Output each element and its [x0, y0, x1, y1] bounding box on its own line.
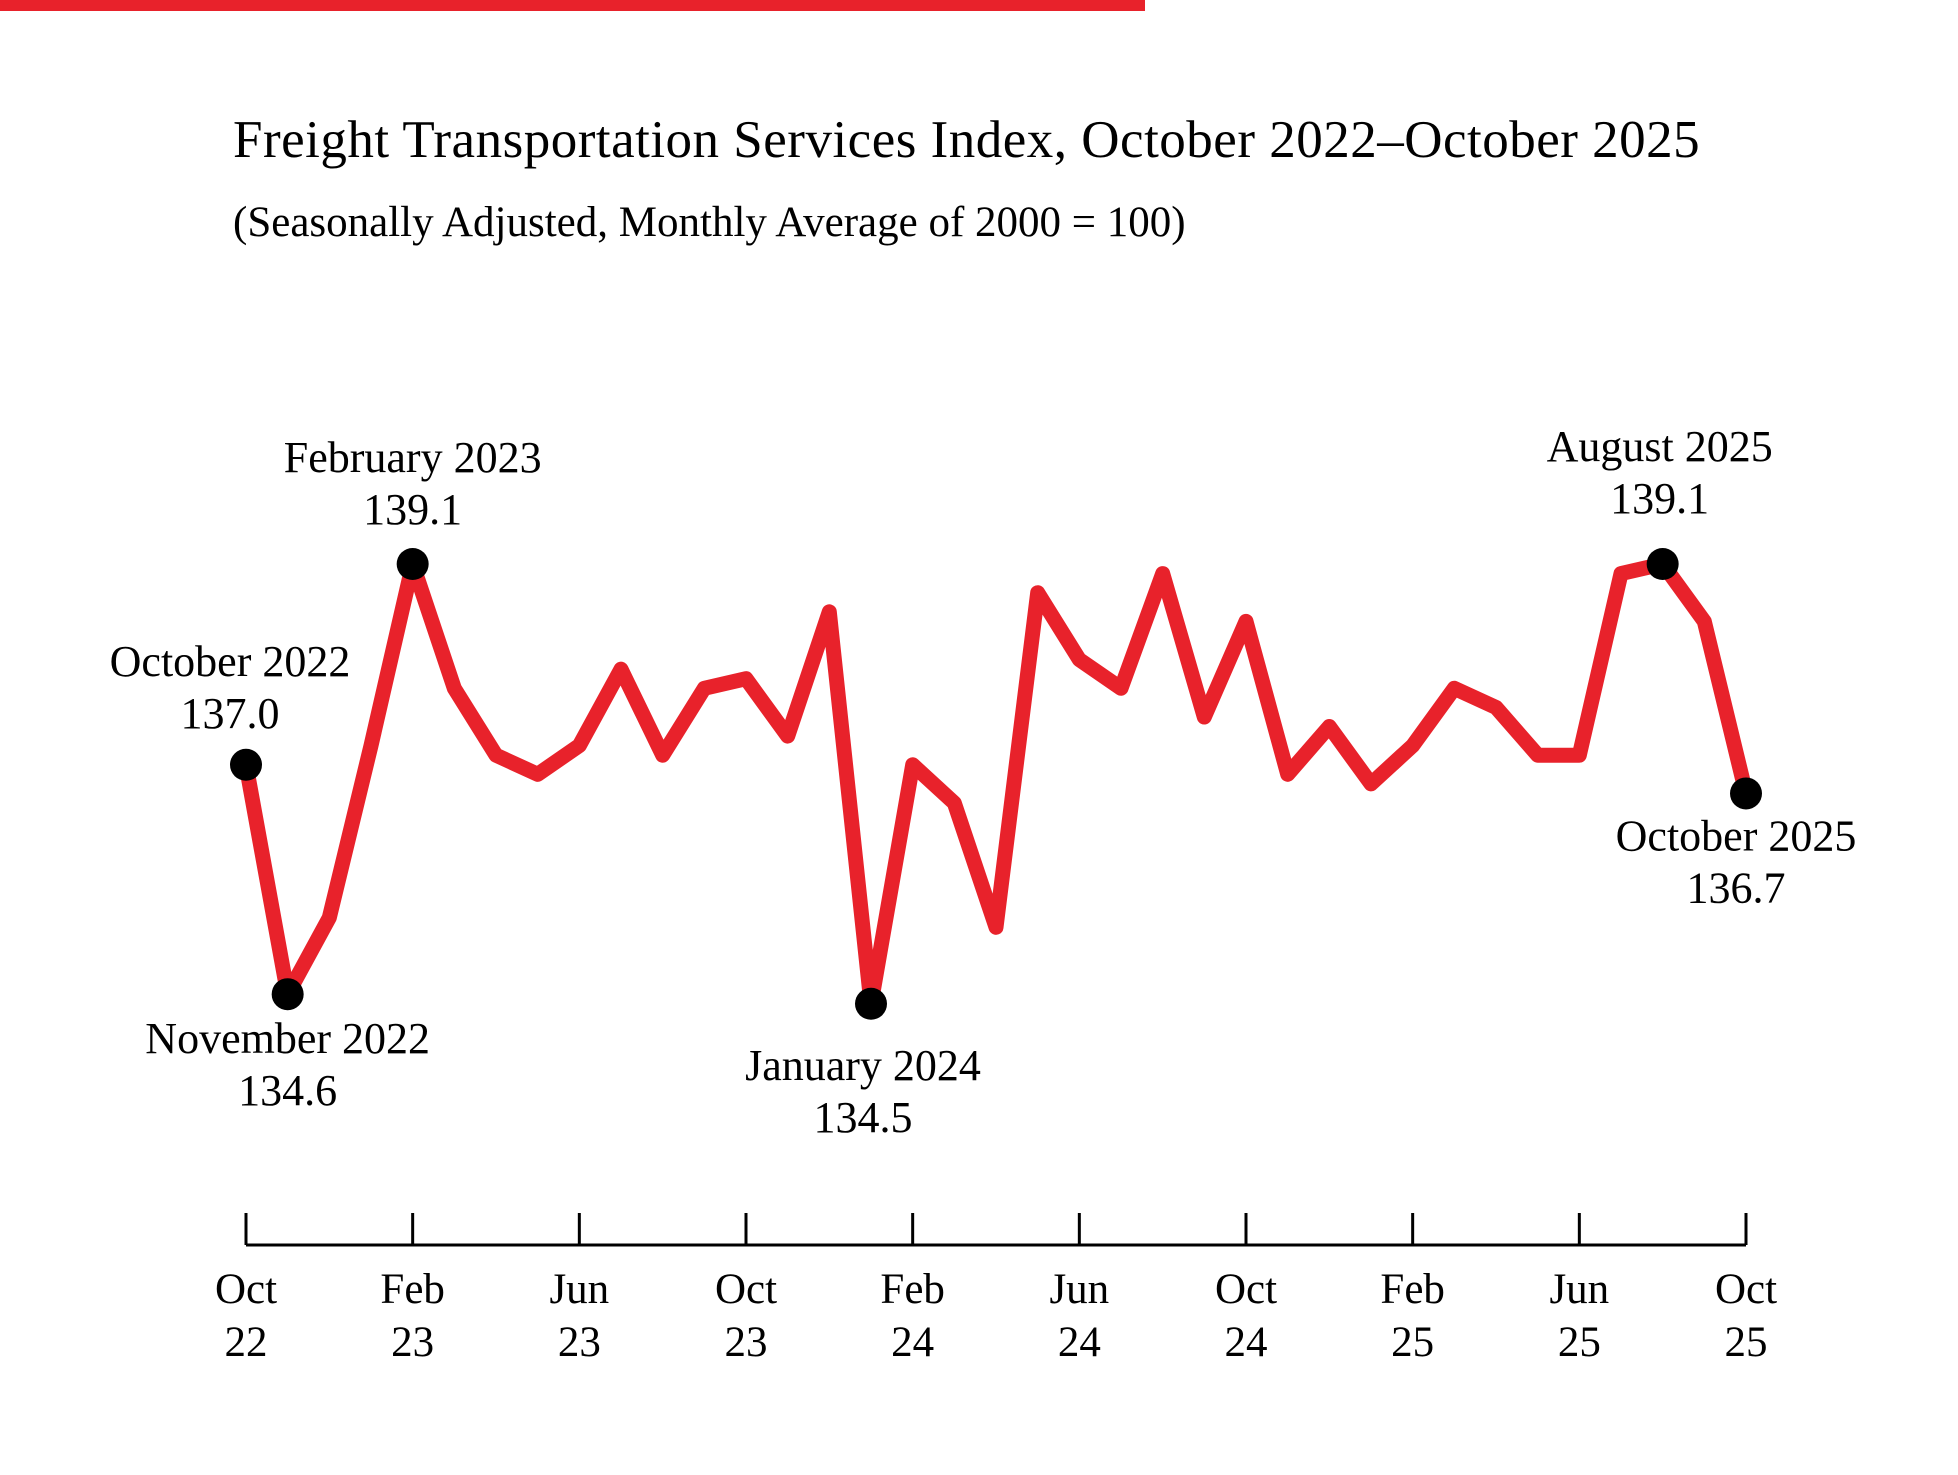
- x-tick-label-month: Oct: [1215, 1266, 1277, 1313]
- x-tick-label-month: Oct: [715, 1266, 777, 1313]
- annotation-month-label: November 2022: [145, 1014, 430, 1063]
- x-tick-label-month: Jun: [1049, 1266, 1109, 1313]
- x-tick-label-year: 25: [1558, 1319, 1601, 1366]
- annotation-value-label: 134.5: [814, 1093, 913, 1142]
- x-tick-label-month: Feb: [1380, 1266, 1445, 1313]
- data-point-dot-aug-2025: [1646, 548, 1679, 580]
- top-red-stripe: [0, 0, 1145, 11]
- data-point-dot-nov-2022: [271, 978, 304, 1011]
- x-tick-label-year: 22: [225, 1319, 268, 1366]
- data-point-dot-oct-2022: [230, 748, 262, 781]
- x-tick-label-year: 23: [558, 1319, 601, 1366]
- x-tick-label-month: Jun: [1549, 1266, 1609, 1313]
- annotation-month-label: August 2025: [1547, 422, 1773, 471]
- data-point-dot-jan-2024: [855, 987, 887, 1020]
- annotation-month-label: February 2023: [284, 433, 542, 482]
- annotation-month-label: January 2024: [745, 1041, 981, 1090]
- chart-subtitle: (Seasonally Adjusted, Monthly Average of…: [233, 199, 1186, 246]
- x-tick-label-month: Oct: [1715, 1266, 1777, 1313]
- x-tick-label-year: 25: [1725, 1319, 1768, 1366]
- x-tick-label-year: 23: [391, 1319, 434, 1366]
- annotation-value-label: 139.1: [1610, 474, 1709, 523]
- annotation-value-label: 139.1: [363, 485, 462, 534]
- x-tick-label-month: Oct: [215, 1266, 277, 1313]
- x-tick-label-year: 25: [1391, 1319, 1434, 1366]
- x-tick-label-year: 24: [1058, 1319, 1101, 1366]
- tsi-trend-line: [238, 556, 1754, 1012]
- annotation-month-label: October 2022: [110, 637, 351, 686]
- chart-title: Freight Transportation Services Index, O…: [233, 111, 1701, 169]
- annotation-value-label: 136.7: [1687, 863, 1786, 912]
- x-tick-label-year: 24: [1225, 1319, 1268, 1366]
- x-tick-label-month: Jun: [549, 1266, 609, 1313]
- x-tick-label-year: 23: [725, 1319, 768, 1366]
- x-tick-label-month: Feb: [880, 1266, 945, 1313]
- data-point-dot-oct-2025: [1730, 777, 1762, 810]
- x-tick-label-year: 24: [891, 1319, 934, 1366]
- x-tick-label-month: Feb: [380, 1266, 445, 1313]
- annotation-value-label: 137.0: [181, 689, 280, 738]
- data-point-dot-feb-2023: [396, 548, 429, 580]
- annotation-month-label: October 2025: [1616, 811, 1857, 860]
- annotation-value-label: 134.6: [238, 1066, 337, 1115]
